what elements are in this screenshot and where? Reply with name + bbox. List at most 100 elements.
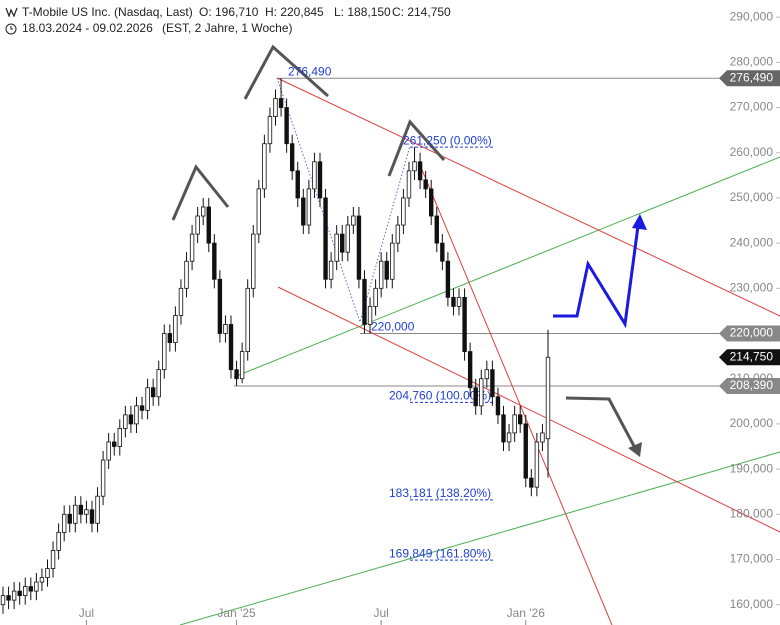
candle-body	[517, 414, 523, 425]
candle-body	[295, 170, 300, 199]
down-arrow	[565, 396, 636, 447]
hand-drawn-peak	[243, 44, 329, 100]
candle-body	[128, 414, 134, 425]
candle-body	[412, 161, 417, 172]
candle-body	[173, 315, 178, 343]
candle-body	[429, 188, 434, 217]
clock-icon	[5, 23, 17, 35]
candle-body	[467, 351, 473, 389]
candle-body	[34, 581, 39, 592]
candle-body	[134, 405, 139, 425]
candle-body	[356, 215, 362, 280]
candle-body	[162, 333, 167, 371]
price-box-label: 220,000	[730, 326, 774, 340]
candle-body	[523, 423, 528, 479]
candle-body	[139, 405, 145, 411]
candle-body	[512, 414, 517, 434]
candle-body	[378, 260, 384, 289]
candle-body	[312, 161, 317, 190]
candle-body	[434, 215, 439, 244]
candle-body	[156, 369, 161, 398]
price-box	[719, 325, 780, 342]
candle-body	[506, 432, 512, 443]
candle-body	[228, 324, 234, 371]
candle-body	[545, 356, 551, 440]
price-box-label: 214,750	[730, 349, 774, 363]
y-tick-label: 270,000	[730, 100, 774, 114]
trendline	[419, 164, 613, 625]
candle-body	[373, 287, 378, 307]
x-tick-label: Jul	[373, 606, 388, 620]
candle-body	[84, 509, 89, 515]
candle-body	[462, 296, 467, 352]
candle-body	[490, 369, 495, 398]
trendline	[277, 286, 780, 533]
info: (EST, 2 Jahre, 1 Woche)	[162, 21, 293, 35]
candle-body	[362, 278, 367, 325]
candle-body	[89, 509, 95, 524]
candle-body	[23, 586, 28, 597]
price-box	[719, 349, 780, 366]
candle-body	[501, 414, 506, 443]
candle-body	[456, 296, 462, 307]
candle-body	[256, 188, 262, 235]
candle-body	[473, 387, 478, 407]
candle-body	[384, 260, 389, 280]
fib-label: 169,849 (161.80%)	[389, 546, 491, 560]
candle-body	[67, 513, 72, 524]
candle-body	[417, 161, 423, 181]
arrows	[553, 214, 647, 457]
arrow-head	[628, 442, 642, 457]
candle-body	[328, 260, 334, 280]
trendline	[179, 451, 780, 625]
candle-body	[317, 161, 323, 199]
header: T-Mobile US Inc. (Nasdaq, Last) O: 196,7…	[5, 5, 451, 35]
candle-body	[217, 278, 223, 334]
price-box-label: 276,490	[730, 70, 774, 84]
y-tick-label: 240,000	[730, 235, 774, 249]
candle-body	[95, 495, 100, 524]
candle-body	[239, 351, 245, 380]
candle-body	[112, 441, 117, 447]
title: T-Mobile US Inc. (Nasdaq, Last)	[22, 5, 193, 19]
icon	[5, 7, 18, 18]
y-tick-label: 260,000	[730, 145, 774, 159]
candle-body	[123, 414, 128, 429]
candle-body	[251, 233, 256, 289]
candle-body	[61, 513, 67, 533]
candle-body	[306, 188, 312, 226]
candle-body	[262, 143, 267, 190]
fib-label: 276,490	[288, 64, 332, 78]
price-box	[719, 377, 780, 394]
x-tick-label: Jan '26	[507, 606, 546, 620]
open-text: O: 196,710	[199, 5, 259, 19]
y-tick-label: 200,000	[730, 416, 774, 430]
y-tick-label: 290,000	[730, 9, 774, 23]
candle-body	[390, 242, 395, 280]
candle-body	[484, 369, 490, 380]
candle-body	[189, 233, 195, 262]
fib-label: 220,000	[371, 320, 415, 334]
y-tick-label: 280,000	[730, 55, 774, 69]
candle-body	[78, 504, 84, 515]
y-tick-label: 160,000	[730, 597, 774, 611]
candle-body	[45, 568, 50, 578]
price-box-label: 208,390	[730, 378, 774, 392]
y-tick-label: 170,000	[730, 552, 774, 566]
candle-body	[289, 143, 295, 172]
candle-body	[0, 595, 6, 606]
candle-body	[323, 197, 328, 280]
low-text: L: 188,150	[334, 5, 391, 19]
candle-body	[540, 432, 545, 443]
candle-body	[150, 387, 156, 398]
candle-body	[334, 233, 339, 262]
candle-body	[223, 324, 228, 334]
candle-body	[234, 369, 239, 380]
candle-body	[367, 305, 373, 325]
candle-body	[534, 441, 540, 488]
candle-body	[351, 215, 356, 226]
fib-connector	[276, 77, 411, 324]
candle-body	[73, 504, 78, 524]
candle-body	[195, 215, 200, 235]
y-tick-label: 180,000	[730, 506, 774, 520]
